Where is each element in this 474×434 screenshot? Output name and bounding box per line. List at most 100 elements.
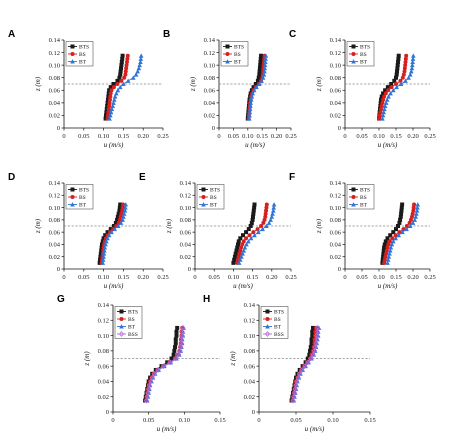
x-tick-label: 0.25 bbox=[285, 274, 296, 281]
x-tick-label: 0.10 bbox=[228, 274, 239, 281]
data-point bbox=[382, 257, 387, 262]
x-tick-label: 0.05 bbox=[143, 417, 154, 424]
data-point bbox=[293, 382, 299, 389]
data-point bbox=[115, 223, 121, 228]
data-point bbox=[262, 62, 268, 68]
data-point bbox=[398, 78, 403, 83]
data-point bbox=[255, 78, 260, 83]
x-tick-label: 0.10 bbox=[98, 133, 109, 140]
y-tick-label: 0.12 bbox=[204, 50, 215, 57]
data-point bbox=[241, 239, 246, 244]
panel-e: E 0 0.02 0.04 0.06 0.08 0.10 0.12 0.14 0 0.05 0.10 0… bbox=[139, 172, 297, 290]
y-tick-label: 0.02 bbox=[49, 254, 60, 261]
x-tick-label: 0 bbox=[62, 133, 65, 140]
data-point bbox=[116, 211, 121, 216]
x-tick-label: 0 bbox=[62, 274, 65, 281]
data-point bbox=[294, 378, 300, 385]
data-point bbox=[262, 69, 267, 74]
data-point bbox=[125, 78, 131, 83]
y-tick-label: 0 bbox=[57, 266, 60, 273]
y-tick-label: 0 bbox=[57, 125, 60, 132]
legend-entry: BT bbox=[274, 325, 282, 331]
data-point bbox=[108, 91, 113, 96]
data-point bbox=[137, 62, 142, 68]
data-point bbox=[117, 75, 122, 80]
data-point bbox=[382, 245, 387, 250]
data-point bbox=[402, 66, 407, 71]
y-tick-label: 0.14 bbox=[330, 180, 342, 187]
data-point bbox=[413, 214, 419, 219]
legend-marker bbox=[351, 202, 356, 207]
data-point bbox=[309, 341, 314, 346]
series-line bbox=[292, 327, 318, 401]
data-point bbox=[308, 345, 313, 350]
data-point bbox=[257, 72, 262, 77]
data-point bbox=[252, 205, 257, 210]
data-point bbox=[263, 59, 268, 64]
data-point bbox=[387, 248, 393, 253]
panel-label: D bbox=[8, 172, 15, 183]
data-point bbox=[107, 88, 112, 93]
y-tick-label: 0.08 bbox=[49, 75, 60, 82]
legend-entry: BT bbox=[234, 60, 242, 66]
legend-entry: BTS bbox=[360, 188, 370, 194]
data-point bbox=[120, 56, 125, 61]
x-tick-label: 0.10 bbox=[373, 274, 384, 281]
data-point bbox=[113, 91, 119, 96]
data-point bbox=[138, 56, 144, 61]
data-point bbox=[383, 239, 388, 244]
data-point bbox=[264, 223, 269, 228]
y-tick-label: 0.08 bbox=[204, 75, 215, 82]
data-point bbox=[119, 63, 124, 68]
series-bt bbox=[236, 202, 277, 265]
x-tick-label: 0 bbox=[343, 133, 346, 140]
y-axis-label: z (m) bbox=[315, 76, 323, 92]
data-point bbox=[244, 230, 249, 235]
panel-g: G 0 0.02 0.04 0.06 0.08 0.10 0.12 0.14 0 0.05 0.10 0… bbox=[57, 294, 226, 433]
x-tick-label: 0.25 bbox=[424, 133, 435, 140]
data-point bbox=[302, 363, 308, 370]
data-point bbox=[146, 382, 152, 389]
y-axis-label: z (m) bbox=[229, 351, 237, 367]
data-point bbox=[381, 251, 386, 256]
data-point bbox=[396, 232, 402, 238]
legend-entry: BS bbox=[128, 317, 135, 323]
y-tick-label: 0.14 bbox=[49, 37, 61, 44]
x-tick-label: 0.25 bbox=[285, 133, 296, 140]
data-point bbox=[259, 78, 264, 83]
data-point bbox=[271, 208, 276, 213]
data-point bbox=[247, 106, 253, 112]
x-axis-label: u (m/s) bbox=[245, 141, 265, 149]
data-point bbox=[124, 63, 129, 68]
data-point bbox=[122, 208, 128, 213]
legend-marker bbox=[201, 202, 206, 207]
legend-marker bbox=[118, 331, 125, 337]
x-tick-label: 0.15 bbox=[118, 274, 129, 281]
data-point bbox=[409, 65, 415, 71]
data-point bbox=[261, 72, 267, 77]
data-point bbox=[407, 220, 412, 225]
data-point bbox=[415, 202, 421, 207]
data-point bbox=[379, 94, 384, 99]
data-point bbox=[178, 336, 185, 343]
data-point bbox=[291, 393, 297, 400]
y-tick-label: 0 bbox=[338, 125, 341, 132]
y-tick-label: 0 bbox=[106, 409, 109, 416]
panel-label: B bbox=[163, 29, 170, 40]
data-point bbox=[403, 60, 408, 64]
data-point bbox=[173, 341, 178, 346]
data-point bbox=[105, 235, 110, 241]
y-tick-label: 0.12 bbox=[330, 50, 341, 57]
data-point bbox=[250, 91, 255, 96]
x-tick-label: 0.05 bbox=[78, 274, 89, 281]
data-point bbox=[385, 260, 390, 265]
legend-entry: BS bbox=[274, 317, 281, 323]
series-bs bbox=[382, 202, 417, 265]
data-point bbox=[379, 97, 384, 102]
data-point bbox=[383, 88, 388, 93]
data-point bbox=[106, 107, 111, 112]
x-tick-label: 0 bbox=[217, 133, 220, 140]
data-point bbox=[314, 336, 320, 343]
y-axis-label: z (m) bbox=[315, 218, 323, 234]
